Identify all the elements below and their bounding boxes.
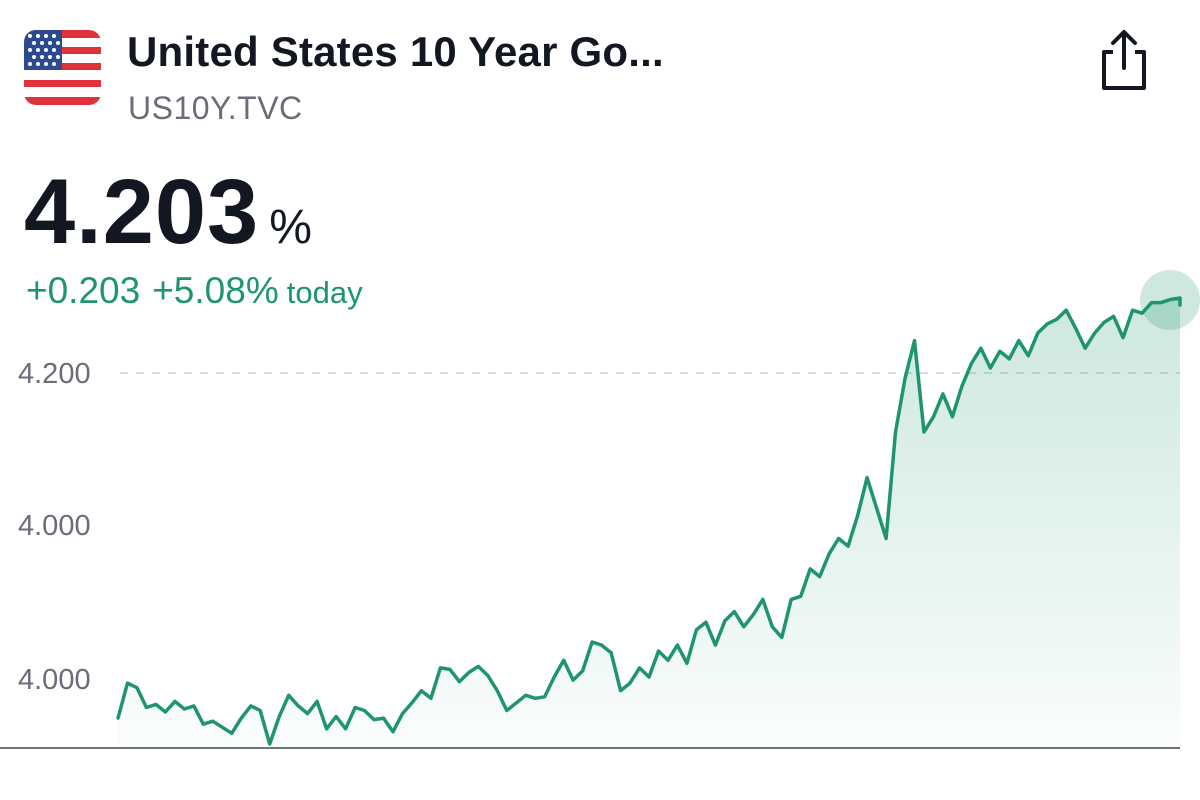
change-absolute: +0.203 [26,270,141,311]
chart-price-line [116,296,1182,746]
change-period: today [286,275,363,310]
price-change: +0.203 +5.08% today [26,270,363,312]
price-unit: % [269,201,312,254]
share-icon [1102,30,1146,90]
y-axis-label: 4.200 [18,358,91,390]
chart-area-fill [118,298,1180,748]
share-button[interactable] [1096,28,1152,94]
header: United States 10 Year Go... US10Y.TVC [0,0,1200,150]
last-price-marker[interactable] [1140,270,1200,330]
ticker-symbol: US10Y.TVC [128,90,303,126]
instrument-title: United States 10 Year Go... [127,28,664,75]
current-price: 4.203 [24,161,260,263]
change-percent: +5.08% [152,270,279,311]
y-axis-label: 4.000 [18,510,91,542]
price-display: 4.203% [24,160,312,265]
us-flag-icon [24,30,101,105]
y-axis-label: 4.000 [18,664,91,696]
